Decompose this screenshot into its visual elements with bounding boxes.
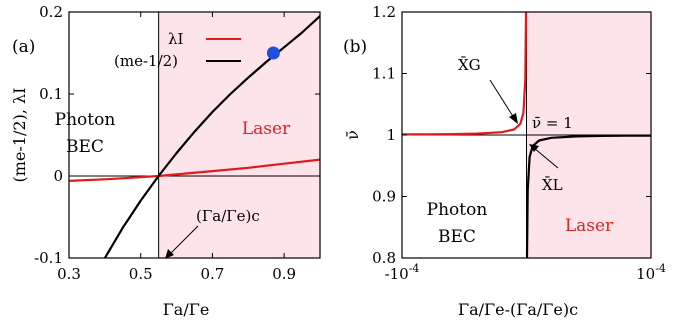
reference-line-label: ν̄ = 1 xyxy=(532,114,573,132)
series-label-xg: X̄G xyxy=(458,56,481,74)
region-label-photon-b: Photon xyxy=(427,200,488,220)
x-tick-label-b-1: 10-4 xyxy=(636,262,666,283)
region-label-laser-a: Laser xyxy=(242,119,291,139)
x-tick-label-a-0: 0.3 xyxy=(57,265,81,283)
legend-entry-lambda: λI xyxy=(168,30,184,48)
x-tick-label-a-1: 0.5 xyxy=(129,265,153,283)
critical-arrow-line xyxy=(169,225,199,255)
critical-annotation: (Γa/Γe)c xyxy=(196,207,260,225)
y-tick-label-b-4: 1.2 xyxy=(372,3,396,21)
region-label-laser-b: Laser xyxy=(565,216,614,236)
legend-a: λI (me-1/2) xyxy=(114,30,241,70)
panel-label-b: (b) xyxy=(343,37,367,57)
y-tick-label-b-2: 1 xyxy=(386,126,396,144)
curves-b xyxy=(401,11,652,259)
y-tick-label-b-1: 0.9 xyxy=(372,188,396,206)
panel-label-a: (a) xyxy=(12,37,35,57)
y-axis-label-a: (me-1/2), λI xyxy=(10,88,29,183)
x-tick-label-b-0: -10-4 xyxy=(385,262,420,283)
y-tick-label-b-0: 0.8 xyxy=(372,249,396,267)
y-tick-label-a-3: 0.2 xyxy=(39,3,63,21)
y-tick-label-a-0: -0.1 xyxy=(34,249,63,267)
series-label-xl: X̄L xyxy=(542,176,563,194)
ticks-a: 0.3 0.5 0.7 0.9 -0.1 0 0.1 0.2 xyxy=(34,3,320,283)
region-label-bec-a: BEC xyxy=(66,137,104,157)
x-tick-label-a-2: 0.7 xyxy=(200,265,224,283)
series-line-b-0 xyxy=(401,11,528,136)
panel-b: -10-4 10-4 0.8 0.9 1 1.1 1.2 (b) X̄G ν̄ = 1 X̄… xyxy=(343,3,666,319)
axes-frame-a xyxy=(68,11,321,259)
xg-arrow-line xyxy=(489,79,515,119)
xl-arrow-line xyxy=(533,147,559,169)
series-line-a-1 xyxy=(103,15,321,259)
laser-region-a xyxy=(158,12,320,258)
x-axis-label-b: Γa/Γe-(Γa/Γe)c xyxy=(458,300,578,319)
region-label-photon-a: Photon xyxy=(55,110,116,130)
x-axis-label-a: Γa/Γe xyxy=(163,300,210,319)
y-tick-label-a-1: 0 xyxy=(53,167,63,185)
region-label-bec-b: BEC xyxy=(438,227,476,247)
critical-arrowhead xyxy=(165,249,174,259)
x-tick-label-a-3: 0.9 xyxy=(272,265,296,283)
legend-entry-me: (me-1/2) xyxy=(114,52,178,70)
curves-a xyxy=(68,15,321,259)
xl-arrowhead xyxy=(529,144,539,152)
y-tick-label-b-3: 1.1 xyxy=(372,65,396,83)
ticks-b: -10-4 10-4 0.8 0.9 1 1.1 1.2 xyxy=(372,3,666,283)
y-axis-label-b: ν̄ xyxy=(343,130,362,140)
series-line-a-0 xyxy=(68,158,321,182)
xg-arrowhead xyxy=(509,113,518,124)
y-tick-label-a-2: 0.1 xyxy=(39,85,63,103)
marker-point xyxy=(266,46,280,60)
series-line-b-1 xyxy=(525,134,652,259)
panel-a: 0.3 0.5 0.7 0.9-0.100.10.2 (a) λI (me-1/2) … xyxy=(10,3,321,319)
